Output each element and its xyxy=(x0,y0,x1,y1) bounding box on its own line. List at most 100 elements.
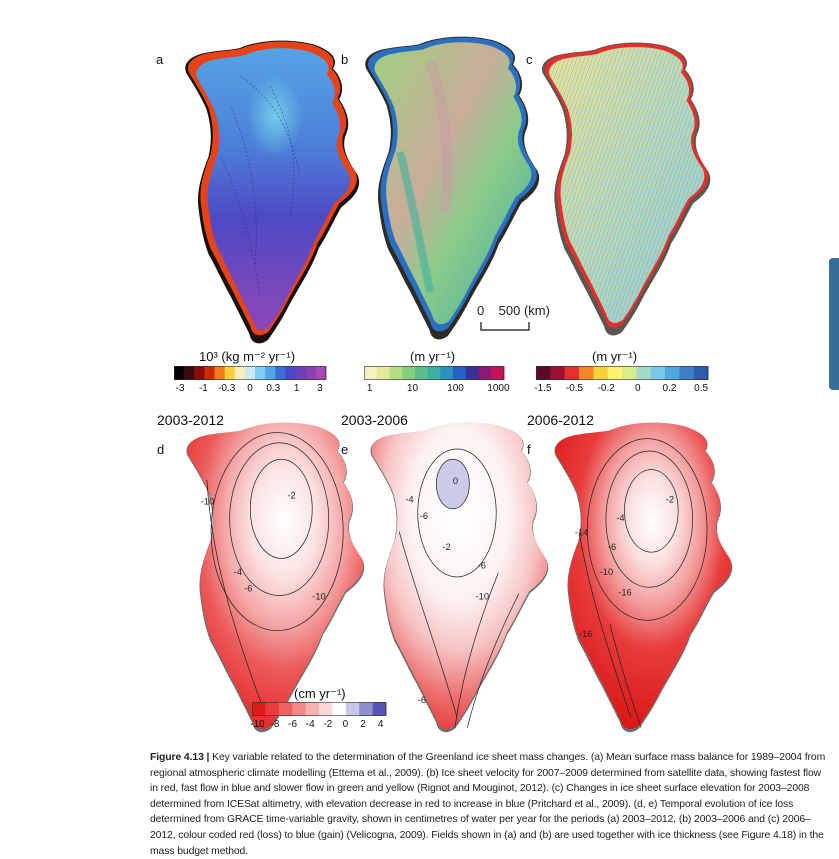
colorbar-d-swatch xyxy=(359,702,374,716)
colorbar-c-swatch xyxy=(579,366,594,380)
colorbar-b-swatch xyxy=(389,366,403,380)
colorbar-b-swatch xyxy=(478,366,492,380)
panel-label-b: b xyxy=(341,52,349,67)
colorbar-a-tick-label: 1 xyxy=(293,383,300,394)
colorbar-d-border xyxy=(252,702,386,716)
colorbar-a-swatch xyxy=(275,366,286,380)
colorbar-c-swatch xyxy=(607,366,623,380)
colorbar-d-tick-label: 0 xyxy=(342,719,349,730)
colorbar-d-tick-label: 2 xyxy=(360,719,366,730)
colorbar-a-swatch xyxy=(295,366,307,380)
colorbar-b-swatch xyxy=(414,366,429,380)
panel-label-c: c xyxy=(526,52,533,67)
colorbar-b-tick-label: 10 xyxy=(406,383,419,394)
colorbar-d-swatch xyxy=(319,702,333,716)
colorbar-d-swatch xyxy=(278,702,293,716)
scale-bar-label: 0 500 (km) xyxy=(477,303,550,318)
colorbar-d-swatch xyxy=(332,702,347,716)
colorbar-a-border xyxy=(174,366,326,380)
colorbar-c-tick-label: 0.2 xyxy=(662,383,677,394)
colorbar-b-tick-label: 1000 xyxy=(487,383,510,394)
colorbar-a-tick-label: -3 xyxy=(175,383,185,394)
colorbar-b-swatch xyxy=(453,366,467,380)
colorbar-a-swatch xyxy=(194,366,205,380)
colorbar-a-swatch xyxy=(285,366,297,380)
colorbar-a-swatch xyxy=(174,366,185,380)
colorbar-a-unit: 10³ (kg m⁻² yr⁻¹) xyxy=(199,349,296,364)
colorbar-c-tick-label: -0.2 xyxy=(597,383,615,394)
colorbar-c-tick-label: -0.5 xyxy=(565,383,584,394)
map-d-grace-2003-2012: -2 -4 -6 -10 -10 xyxy=(186,422,365,733)
panel-label-d: d xyxy=(157,442,165,457)
contour-label-e-6: -10 xyxy=(476,592,489,602)
colorbar-b-swatch xyxy=(364,366,378,380)
colorbar-c xyxy=(536,366,709,380)
colorbar-d-swatch xyxy=(252,702,266,716)
colorbar-a-swatch xyxy=(265,366,276,380)
colorbar-d-swatch xyxy=(292,702,307,716)
colorbar-d-swatch xyxy=(305,702,320,716)
colorbar-a-tick-label: 3 xyxy=(317,383,323,394)
colorbar-a-swatch xyxy=(204,366,216,380)
colorbar-b-unit: (m yr⁻¹) xyxy=(410,349,456,364)
colorbar-d-swatch xyxy=(265,702,280,716)
map-c-elevation-change xyxy=(541,42,711,336)
colorbar-b-tick-label: 1 xyxy=(366,383,373,394)
panel-label-a: a xyxy=(156,52,164,67)
colorbar-c-tick-label: 0 xyxy=(635,383,641,394)
colorbar-b-ticks: 1 10 100 1000 xyxy=(364,383,510,395)
contour-label-f-6: -16 xyxy=(618,588,631,598)
colorbar-d-tick-label: -8 xyxy=(270,719,280,730)
map-e-grace-2003-2006: 0 -2 -4 -6 -6 -10 -6 xyxy=(370,422,549,733)
contour-label-d-3: -6 xyxy=(244,583,252,593)
colorbar-b-swatch xyxy=(491,366,505,380)
contour-label-f-5: -14 xyxy=(575,528,588,538)
contour-label-f-3: -6 xyxy=(608,542,616,552)
colorbar-c-swatch xyxy=(550,366,566,380)
colorbar-b xyxy=(364,366,505,380)
colorbar-a-tick-label: 0.3 xyxy=(266,383,281,394)
colorbar-b-swatch xyxy=(465,366,480,380)
colorbar-d-unit: (cm yr⁻¹) xyxy=(294,686,346,701)
colorbar-c-ticks: -1.5 -0.5 -0.2 0 0.2 0.5 xyxy=(534,383,709,395)
colorbar-b-swatch xyxy=(427,366,441,380)
colorbar-d xyxy=(252,702,387,716)
contour-label-e-3: -4 xyxy=(405,495,413,505)
period-title-d: 2003-2012 xyxy=(157,412,224,428)
colorbar-d-tick-label: -10 xyxy=(250,719,265,730)
colorbar-a-swatch xyxy=(214,366,226,380)
colorbar-d-tick-label: 4 xyxy=(377,719,384,730)
colorbar-c-border xyxy=(536,366,708,380)
period-title-f: 2006-2012 xyxy=(527,412,594,428)
colorbar-c-swatch xyxy=(636,366,652,380)
colorbar-d-swatch xyxy=(345,702,360,716)
colorbar-a-swatch xyxy=(315,366,327,380)
figure-number: Figure 4.13 | xyxy=(150,752,210,763)
colorbar-b-swatch xyxy=(376,366,390,380)
colorbar-a-tick-label: -1 xyxy=(198,383,208,394)
contour-label-e-1: 0 xyxy=(453,476,458,486)
colorbar-c-swatch xyxy=(622,366,637,380)
colorbar-b-border xyxy=(364,366,504,380)
colorbar-a-swatch xyxy=(305,366,317,380)
colorbar-b-swatch xyxy=(402,366,416,380)
colorbar-a-tick-label: -0.3 xyxy=(218,383,236,394)
colorbar-c-swatch xyxy=(650,366,666,380)
colorbar-c-tick-label: 0.5 xyxy=(694,383,709,394)
contour-label-e-2: -2 xyxy=(443,542,451,552)
colorbar-c-swatch xyxy=(593,366,609,380)
colorbar-d-tick-label: -6 xyxy=(288,719,298,730)
colorbar-a-swatch xyxy=(184,366,195,380)
page-edge-tab[interactable] xyxy=(829,258,839,390)
colorbar-c-unit: (m yr⁻¹) xyxy=(592,349,638,364)
colorbar-a-swatch xyxy=(255,366,266,380)
colorbar-a-swatch xyxy=(224,366,236,380)
colorbar-c-tick-label: -1.5 xyxy=(534,383,552,394)
contour-label-f-1: -2 xyxy=(666,495,674,505)
panel-label-f: f xyxy=(527,442,531,457)
period-title-e: 2003-2006 xyxy=(341,412,408,428)
colorbar-c-swatch xyxy=(679,366,695,380)
contour-label-d-4: -10 xyxy=(201,497,214,507)
contour-label-f-4: -10 xyxy=(600,567,613,577)
colorbar-a-tick-label: 0 xyxy=(247,383,253,394)
